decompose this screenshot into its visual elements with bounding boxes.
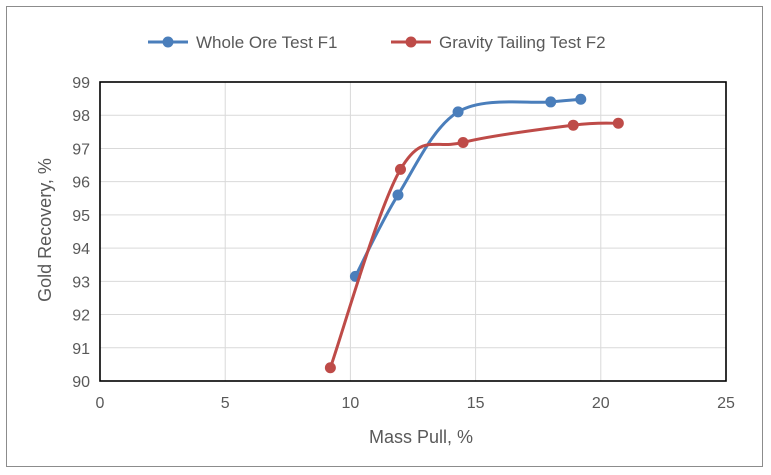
- data-point-series-2: [324, 362, 336, 374]
- y-tick-label: 92: [72, 308, 90, 325]
- y-tick-label: 91: [72, 341, 90, 358]
- x-tick-label: 10: [342, 395, 360, 412]
- y-tick-label: 97: [72, 141, 90, 158]
- series-line-1: [353, 97, 583, 278]
- chart-svg: 90 91 92 93 94 95 96 97 98 99 0 5 10 15 20 25 Whole Ore…: [35, 33, 735, 447]
- x-tick-label: 5: [221, 395, 230, 412]
- data-point-series-1: [392, 189, 404, 201]
- y-tick-label: 95: [72, 208, 90, 225]
- data-point-series-1: [545, 96, 557, 108]
- plot-area-border: [99, 81, 727, 382]
- y-tick-label: 98: [72, 108, 90, 125]
- y-tick-label: 94: [72, 241, 90, 258]
- grid-layer: [99, 81, 727, 382]
- data-point-series-1: [452, 106, 464, 118]
- data-point-series-2: [394, 163, 406, 175]
- data-point-series-2: [457, 136, 469, 148]
- axis-layer: 90 91 92 93 94 95 96 97 98 99 0 5 10 15 20 25: [72, 75, 735, 412]
- data-point-series-2: [567, 119, 579, 131]
- x-tick-label: 0: [96, 395, 105, 412]
- data-point-series-2: [612, 117, 624, 129]
- legend: Whole Ore Test F1 Gravity Tailing Test F2: [148, 33, 606, 52]
- y-tick-label: 96: [72, 175, 90, 192]
- legend-label-1: Whole Ore Test F1: [196, 33, 337, 52]
- chart-frame: 90 91 92 93 94 95 96 97 98 99 0 5 10 15 20 25 Whole Ore…: [6, 6, 763, 467]
- y-tick-label: 90: [72, 374, 90, 391]
- y-tick-label: 99: [72, 75, 90, 92]
- series-layer: [324, 93, 624, 374]
- y-tick-label: 93: [72, 274, 90, 291]
- x-tick-label: 20: [592, 395, 610, 412]
- x-tick-label: 25: [717, 395, 735, 412]
- legend-marker-2: [405, 36, 417, 48]
- y-axis-title: Gold Recovery, %: [35, 158, 55, 302]
- legend-marker-1: [162, 36, 174, 48]
- data-point-series-1: [575, 93, 587, 105]
- legend-label-2: Gravity Tailing Test F2: [439, 33, 606, 52]
- x-tick-label: 15: [467, 395, 485, 412]
- series-line-2: [328, 121, 620, 370]
- x-axis-title: Mass Pull, %: [369, 427, 473, 447]
